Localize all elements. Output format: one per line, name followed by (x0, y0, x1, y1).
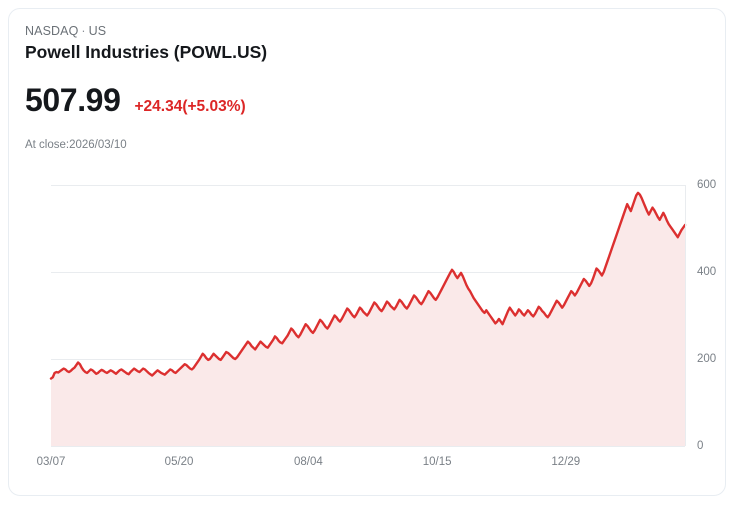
region-code: US (88, 24, 107, 38)
x-axis-tick: 05/20 (165, 456, 194, 468)
y-axis-tick: 400 (697, 266, 716, 278)
chart-area-fill (51, 192, 685, 446)
x-axis-tick: 10/15 (423, 456, 452, 468)
price-chart[interactable]: 0 200 400 600 03/07 05/20 08/04 10/15 12/29 (9, 161, 726, 491)
market-status: At close:2026/03/10 (25, 139, 127, 151)
y-axis-tick: 200 (697, 353, 716, 365)
quote-header: NASDAQ · US Powell Industries (POWL.US) (25, 23, 625, 64)
x-axis-tick: 03/07 (37, 456, 66, 468)
x-axis-tick: 08/04 (294, 456, 323, 468)
price-row: 507.99 +24.34(+5.03%) (25, 81, 246, 119)
last-price: 507.99 (25, 82, 121, 118)
bullet-separator-icon: · (81, 24, 86, 38)
exchange-name: NASDAQ (25, 24, 79, 38)
chart-series-line (49, 191, 687, 380)
price-chart-svg[interactable]: 0 200 400 600 03/07 05/20 08/04 10/15 12/29 (9, 161, 726, 491)
series-area-path (51, 192, 685, 446)
exchange-region-line: NASDAQ · US (25, 23, 625, 39)
stock-quote-card: NASDAQ · US Powell Industries (POWL.US) 50… (8, 8, 726, 496)
x-axis-labels: 03/07 05/20 08/04 10/15 12/29 (37, 456, 581, 468)
y-axis-tick: 600 (697, 179, 716, 191)
y-axis-tick: 0 (697, 440, 703, 452)
y-axis-labels: 0 200 400 600 (697, 179, 716, 452)
x-axis-tick: 12/29 (551, 456, 580, 468)
series-line-path (49, 191, 687, 380)
price-change: +24.34(+5.03%) (134, 98, 246, 115)
page-title: Powell Industries (POWL.US) (25, 42, 268, 62)
